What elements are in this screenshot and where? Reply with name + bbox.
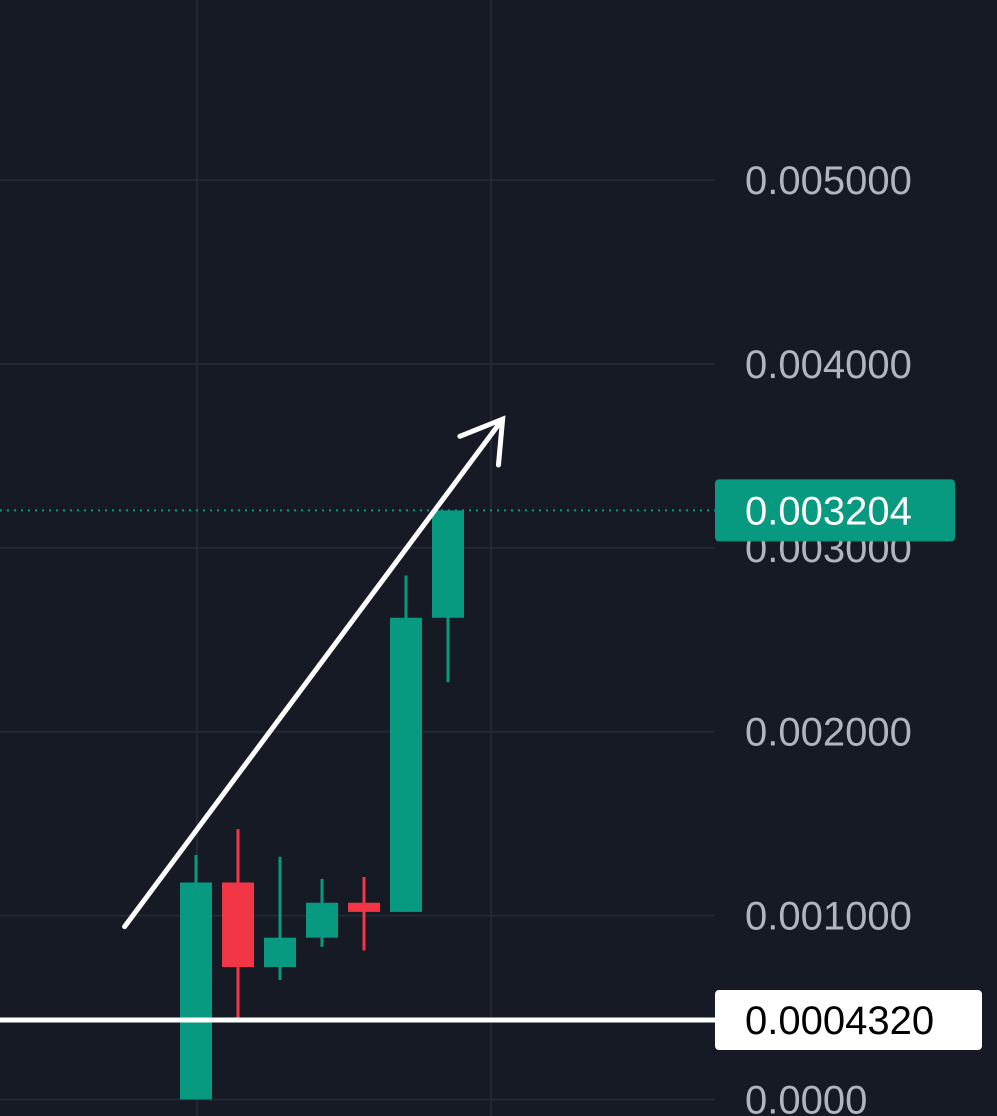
grid-lines bbox=[0, 0, 715, 1116]
candles[interactable] bbox=[180, 510, 464, 1100]
current-price-badge[interactable]: 0.003204 bbox=[715, 479, 955, 542]
price-axis[interactable]: 0.0050000.0040000.0030000.0020000.001000… bbox=[715, 159, 982, 1116]
horizontal-level-badge-bg bbox=[715, 990, 982, 1051]
overlays bbox=[0, 415, 715, 1023]
candle-body[interactable] bbox=[348, 902, 380, 912]
price-axis-tick-label: 0.004000 bbox=[745, 343, 912, 387]
horizontal-level-label: 0.0004320 bbox=[745, 999, 934, 1043]
candle[interactable] bbox=[306, 878, 338, 947]
candle-body[interactable] bbox=[432, 510, 464, 618]
price-axis-tick-label: 0.005000 bbox=[745, 159, 912, 203]
candle-body[interactable] bbox=[222, 882, 254, 968]
candle[interactable] bbox=[432, 510, 464, 683]
candle-body[interactable] bbox=[180, 882, 212, 1100]
candle-body[interactable] bbox=[306, 902, 338, 938]
trend-arrow-head-icon bbox=[457, 415, 506, 468]
candle-body[interactable] bbox=[390, 617, 422, 912]
candle[interactable] bbox=[390, 575, 422, 912]
candle[interactable] bbox=[180, 854, 212, 1100]
candle[interactable] bbox=[222, 829, 254, 1019]
trend-arrow-line[interactable] bbox=[122, 416, 506, 930]
candle[interactable] bbox=[348, 876, 380, 951]
candle[interactable] bbox=[264, 856, 296, 980]
price-axis-tick-label: 0.001000 bbox=[745, 895, 912, 939]
price-axis-tick-label: 0.002000 bbox=[745, 711, 912, 755]
candle-body[interactable] bbox=[264, 937, 296, 968]
horizontal-level-badge[interactable]: 0.0004320 bbox=[715, 990, 982, 1051]
price-axis-tick-label: 0.0000 bbox=[745, 1078, 867, 1116]
current-price-badge-bg bbox=[715, 479, 955, 542]
current-price-label: 0.003204 bbox=[745, 489, 912, 533]
